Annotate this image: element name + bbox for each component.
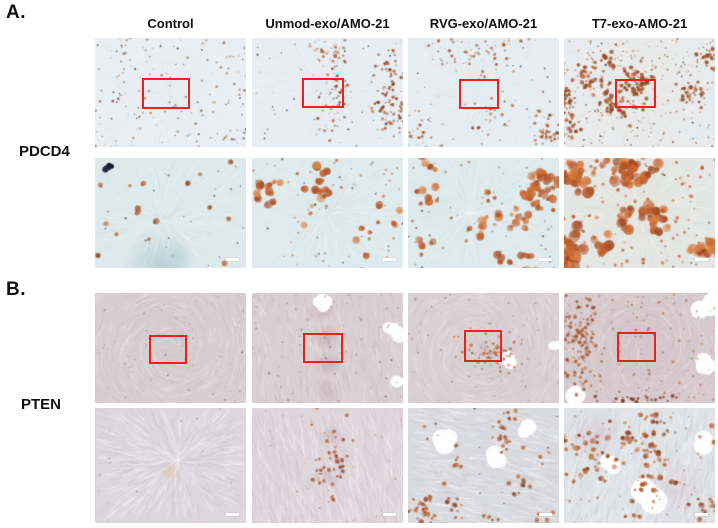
micrograph-pdcd4-overview-rvg-exo-amo-21 [408,38,559,147]
panel-b-label: B. [6,279,26,300]
tissue-image [564,38,715,147]
tissue-image [408,158,559,268]
scale-bar [695,258,708,261]
micrograph-pdcd4-overview-unmod-exo-amo-21 [252,38,403,147]
column-header-t7-exo-amo-21: T7-exo-AMO-21 [591,16,688,31]
tissue-image [564,293,715,403]
roi-box [303,332,343,364]
scale-bar [539,258,552,261]
micrograph-pdcd4-overview-t7-exo-amo-21 [564,38,715,147]
scale-bar [695,513,708,516]
tissue-image [408,38,559,147]
tissue-image [95,293,246,403]
roi-box [301,78,345,108]
micrograph-pdcd4-inset-magnified-control [95,158,246,268]
column-header-rvg-exo-amo-21: RVG-exo/AMO-21 [429,16,538,31]
panel-a-label: A. [6,2,26,23]
protein-label-pdcd4: PDCD4 [19,143,70,160]
micrograph-pten-inset-magnified-unmod-exo-amo-21 [252,408,403,523]
protein-label-pten: PTEN [21,396,62,413]
tissue-image [564,158,715,268]
micrograph-pdcd4-overview-control [95,38,246,147]
tissue-image [252,158,403,268]
column-header-unmod-exo-amo-21: Unmod-exo/AMO-21 [265,16,390,31]
tissue-image [252,38,403,147]
roi-box [149,334,188,365]
micrograph-pten-inset-magnified-rvg-exo-amo-21 [408,408,559,523]
tissue-image [252,293,403,403]
column-header-control: Control [147,16,194,31]
micrograph-pdcd4-inset-magnified-rvg-exo-amo-21 [408,158,559,268]
roi-box [615,79,657,108]
micrograph-pten-inset-magnified-t7-exo-amo-21 [564,408,715,523]
tissue-image [95,38,246,147]
micrograph-pdcd4-inset-magnified-unmod-exo-amo-21 [252,158,403,268]
scale-bar [383,258,396,261]
tissue-image [252,408,403,523]
tissue-image [95,408,246,523]
roi-box [616,331,657,363]
scale-bar [539,513,552,516]
roi-box [459,79,499,109]
micrograph-pten-overview-rvg-exo-amo-21 [408,293,559,403]
micrograph-pten-overview-control [95,293,246,403]
scale-bar [226,258,239,261]
micrograph-pdcd4-inset-magnified-t7-exo-amo-21 [564,158,715,268]
tissue-image [408,408,559,523]
tissue-image [564,408,715,523]
roi-box [463,330,502,363]
micrograph-pten-overview-t7-exo-amo-21 [564,293,715,403]
tissue-image [95,158,246,268]
roi-box [141,78,191,109]
micrograph-pten-overview-unmod-exo-amo-21 [252,293,403,403]
tissue-image [408,293,559,403]
micrograph-pten-inset-magnified-control [95,408,246,523]
scale-bar [383,513,396,516]
scale-bar [226,513,239,516]
